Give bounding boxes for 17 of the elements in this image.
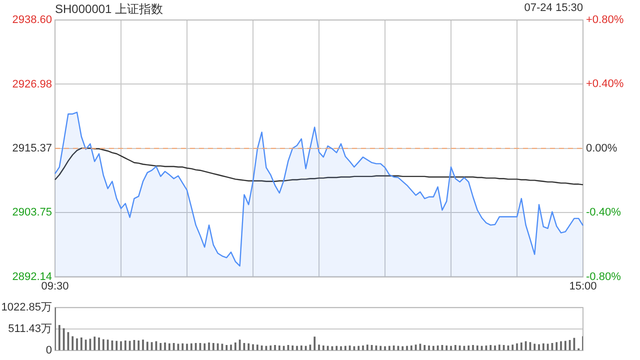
y-tick-label: 2938.60 xyxy=(12,14,52,26)
x-tick-label: 09:30 xyxy=(41,280,69,292)
y-tick-label: 511.43万 xyxy=(8,323,52,336)
y-tick-label: 0 xyxy=(46,344,52,356)
y-tick-label: 2892.14 xyxy=(12,270,52,283)
y2-tick-label: -0.80% xyxy=(586,270,622,283)
x-tick-label: 15:00 xyxy=(569,280,597,292)
y2-tick-label: +0.80% xyxy=(586,14,624,26)
y-tick-label: 1022.85万 xyxy=(1,302,52,314)
y2-tick-label: -0.40% xyxy=(586,206,622,219)
chart-title: SH000001 上证指数 xyxy=(55,1,164,18)
chart-subtitle: 07-24 15:30 xyxy=(524,2,583,14)
y-tick-label: 2915.37 xyxy=(12,142,52,154)
y2-tick-label: +0.40% xyxy=(586,78,624,90)
y2-tick-label: 0.00% xyxy=(586,142,618,154)
y-tick-label: 2926.98 xyxy=(12,78,52,90)
y-tick-label: 2903.75 xyxy=(12,206,52,219)
